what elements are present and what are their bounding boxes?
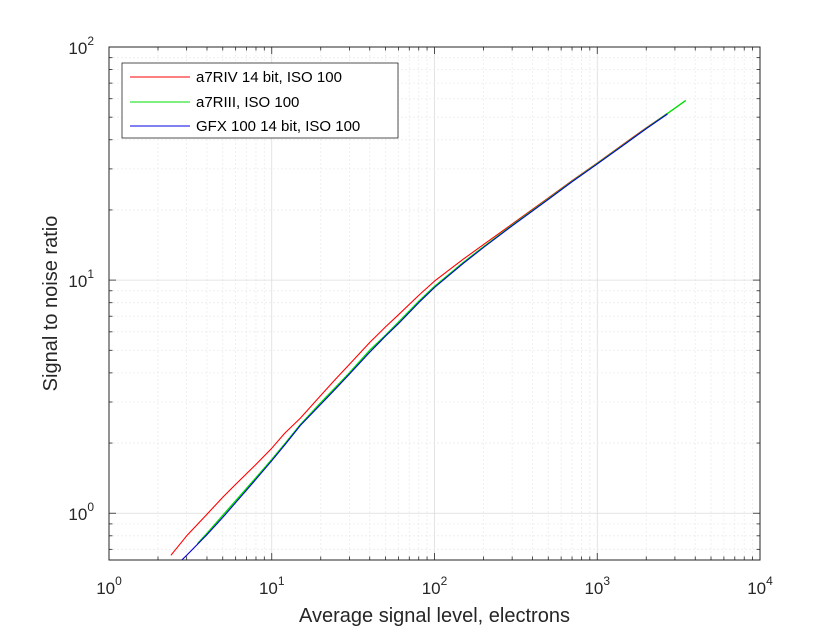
legend-label-gfx100: GFX 100 14 bit, ISO 100	[196, 118, 360, 135]
legend: a7RIV 14 bit, ISO 100 a7RIII, ISO 100 GF…	[121, 62, 399, 139]
y-tick-label: 101	[68, 267, 94, 291]
series-layer	[170, 99, 687, 561]
y-tick-label: 100	[68, 500, 94, 524]
x-tick-label: 104	[747, 574, 773, 598]
legend-label-a7riii: a7RIII, ISO 100	[196, 94, 299, 111]
x-axis-title: Average signal level, electrons	[299, 605, 570, 627]
x-tick-label: 102	[422, 574, 448, 598]
y-tick-label: 102	[68, 34, 94, 58]
axis-ticks	[108, 46, 761, 560]
x-tick-label: 103	[584, 574, 610, 598]
tick-labels: 100 101 102 103 104 100 101 102	[68, 34, 773, 598]
y-axis-title: Signal to noise ratio	[40, 216, 62, 392]
legend-label-a7riv: a7RIV 14 bit, ISO 100	[196, 69, 342, 86]
x-tick-label: 101	[259, 574, 285, 598]
x-tick-label: 100	[96, 574, 122, 598]
series-line-gfx100	[181, 113, 668, 561]
